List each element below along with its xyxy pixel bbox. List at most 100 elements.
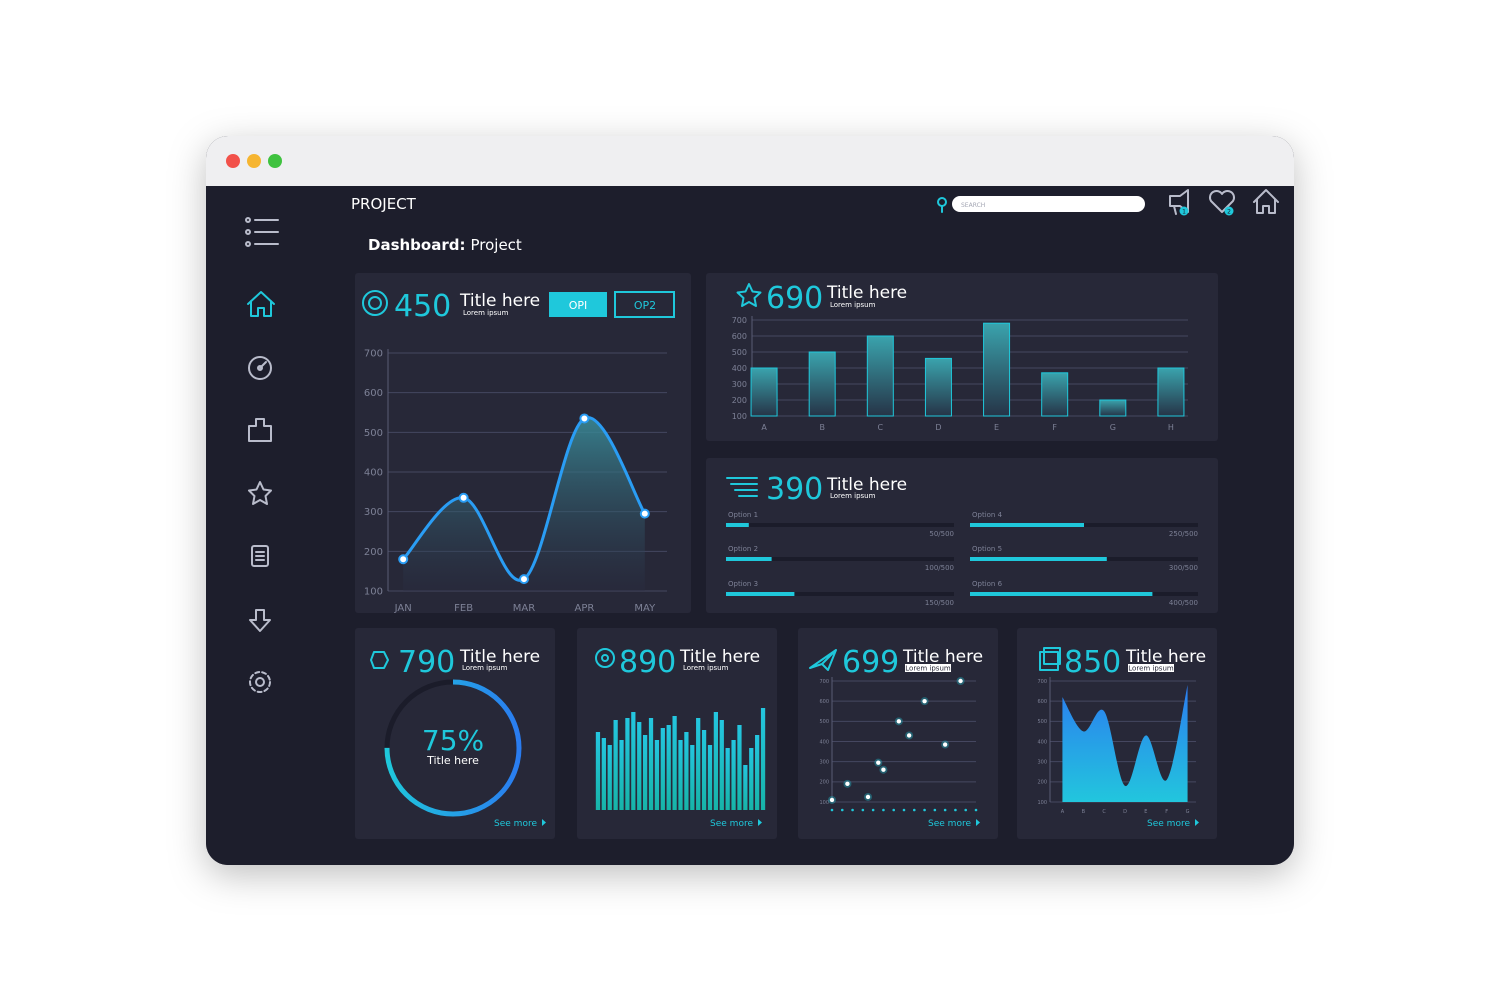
home-icon[interactable] [1253,189,1279,214]
panel-title: Title here [459,291,540,311]
point [579,413,590,424]
x-tick-label: E [1144,809,1147,815]
see-more-link[interactable]: See more [1147,819,1190,829]
plane-icon [809,649,837,671]
panel-title: Title here [459,647,540,667]
point [958,678,963,684]
progress-value: 50/500 [929,530,954,538]
see-more-link[interactable]: See more [494,819,537,829]
hexagon-icon [370,651,389,669]
bar [731,740,736,810]
point [865,794,871,800]
badge-count: 1 [1182,209,1186,216]
nav-download[interactable] [249,609,271,632]
search[interactable]: SEARCH [937,196,1145,213]
y-tick-label: 500 [732,348,747,357]
nav-dashboard[interactable] [248,356,272,380]
notifications[interactable]: 1 [1169,189,1189,216]
layers-icon [726,477,758,497]
progress-value: 400/500 [1169,599,1198,607]
see-more-link[interactable]: See more [928,819,971,829]
favorites[interactable]: 2 [1208,189,1236,216]
panel-subtitle: Lorem ipsum [462,664,508,672]
link-arrow [758,819,762,826]
progress-value: 250/500 [1169,530,1198,538]
x-tick [840,808,844,812]
bar [719,720,724,810]
panel-subtitle: Lorem ipsum [830,301,876,309]
panel-subtitle: Lorem ipsum [905,665,951,673]
nav-star[interactable] [248,481,272,505]
x-tick-label: MAR [513,603,535,614]
bar [808,351,836,417]
link-arrow [976,819,980,826]
x-tick-label: FEB [454,603,473,614]
kpi-value: 390 [766,472,823,507]
bar [707,745,713,810]
kpi-value: 690 [766,281,823,316]
y-tick-label: 200 [1037,780,1047,786]
bar [983,322,1011,417]
point [519,574,529,585]
subtitle-box [905,664,951,672]
y-tick-label: 100 [1037,800,1047,806]
option-button-label[interactable]: OPI [569,299,588,312]
search-box[interactable] [952,196,1145,212]
dial-icon [595,648,615,668]
option-button[interactable] [549,292,607,317]
x-tick-label: G [1186,809,1190,815]
x-tick [964,808,968,812]
bar [648,718,654,810]
x-tick-label: MAY [634,603,656,614]
close-button[interactable] [226,154,240,168]
y-tick-label: 100 [364,587,383,598]
area [1062,685,1188,802]
bar [737,725,742,810]
panel-title: Title here [826,475,907,495]
see-more-link[interactable]: See more [710,819,753,829]
x-tick [902,808,906,812]
option-button[interactable] [614,291,675,318]
line [402,416,647,582]
bar [613,720,618,810]
x-tick-label: JAN [394,603,412,614]
target-icon [362,290,388,316]
maximize-button[interactable] [268,154,282,168]
menu-icon[interactable] [245,217,279,247]
bar [660,728,665,810]
panel-title: Title here [902,647,983,667]
kpi-value: 699 [842,645,899,680]
y-tick-label: 300 [364,507,383,518]
option-button-label[interactable]: OP2 [634,299,656,312]
minimize-button[interactable] [247,154,261,168]
bar [750,367,778,417]
nav-home[interactable] [247,291,275,317]
nav-box[interactable] [248,418,272,442]
x-tick-label: D [1123,809,1127,815]
nav-document[interactable] [251,545,269,567]
y-tick-label: 500 [1037,719,1047,725]
donut-arc [384,679,522,817]
panel-title: Title here [826,283,907,303]
x-tick-label: G [1110,423,1116,432]
y-tick-label: 700 [364,349,383,360]
bar [743,765,748,810]
panel-subtitle: Lorem ipsum [683,664,729,672]
option-label: Option 5 [972,545,1002,553]
area-fill [403,417,645,591]
title-bar [206,136,1294,186]
x-tick-label: D [935,423,941,432]
kpi-value: 790 [398,645,455,680]
y-tick-label: 300 [819,759,829,765]
x-tick [892,808,896,812]
y-tick-label: 500 [819,719,829,725]
x-tick [933,808,937,812]
point [845,781,850,787]
nav-settings[interactable] [249,671,271,693]
option-label: Option 2 [728,545,758,553]
x-tick-label: C [878,423,884,432]
bar [607,745,612,810]
panel-subtitle: Lorem ipsum [463,309,509,317]
y-tick-label: 700 [732,316,747,325]
